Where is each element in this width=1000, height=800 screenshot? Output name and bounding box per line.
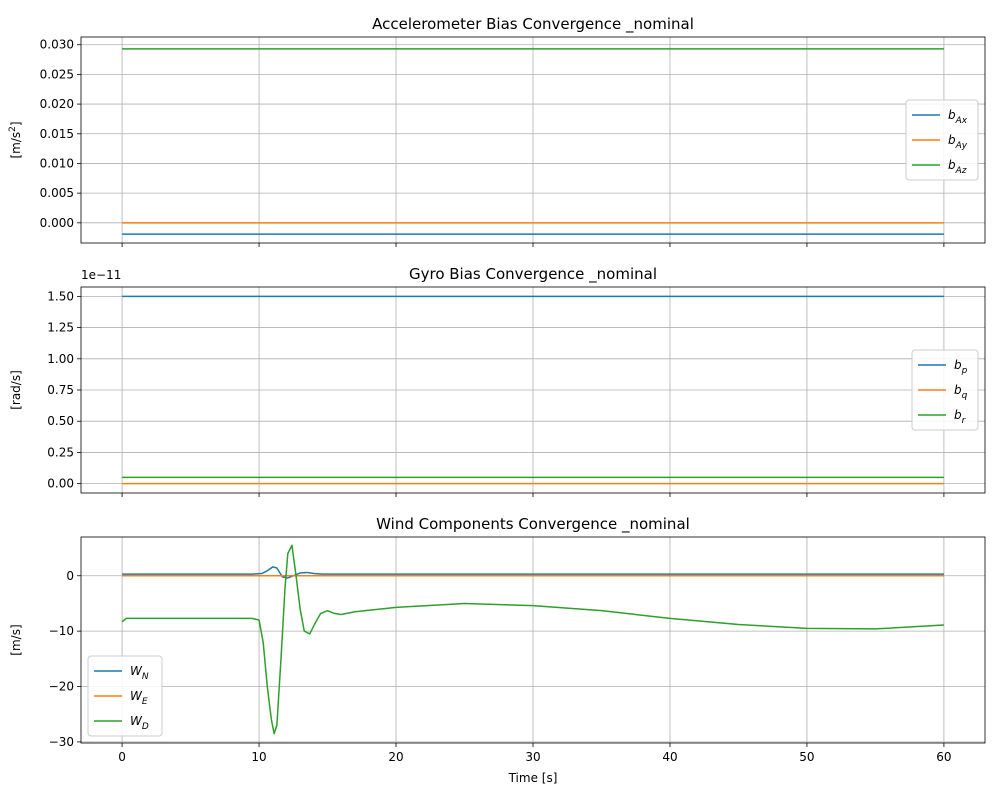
y-tick-label: 0.25 — [47, 445, 74, 459]
y-tick-label: 1.25 — [47, 321, 74, 335]
y-tick-label: 0.020 — [40, 97, 74, 111]
legend-label: WD — [130, 714, 149, 732]
legend-label: bq — [954, 383, 968, 401]
legend-frame — [905, 99, 979, 181]
y-tick-label: 0.000 — [40, 216, 74, 230]
y-tick-label: 0.005 — [40, 186, 74, 200]
y-tick-label: 0.00 — [47, 477, 74, 491]
y-tick-label: 0.50 — [47, 414, 74, 428]
x-tick-label: 40 — [662, 750, 677, 764]
legend-label: br — [954, 408, 967, 426]
y-tick-label: 0.75 — [47, 383, 74, 397]
series-line-w-n — [122, 566, 944, 579]
y-tick-label: 1.00 — [47, 352, 74, 366]
legend-label: bp — [954, 358, 968, 376]
y-tick-label: −20 — [49, 680, 74, 694]
x-axis-label: Time [s] — [508, 771, 558, 785]
x-tick-label: 10 — [251, 750, 266, 764]
legend-label: bAy — [948, 133, 968, 151]
y-offset-text: 1e−11 — [81, 268, 121, 282]
x-tick-label: 30 — [525, 750, 540, 764]
y-axis-label: [rad/s] — [9, 370, 23, 410]
y-tick-label: 0.030 — [40, 38, 74, 52]
legend-frame — [87, 655, 163, 737]
subplot-title: Gyro Bias Convergence _nominal — [409, 265, 657, 284]
subplot-title: Wind Components Convergence _nominal — [376, 515, 690, 534]
legend-label: bAx — [948, 108, 968, 126]
subplot-1: 0.000 0.005 0.010 0.015 0.020 0.025 0.030 Accel… — [8, 15, 986, 247]
y-tick-label: 0.010 — [40, 156, 74, 170]
legend: WN WE WD — [87, 655, 163, 737]
subplot-title: Accelerometer Bias Convergence _nominal — [372, 15, 694, 34]
legend: bAx bAy bAz — [905, 99, 979, 181]
legend: bp bq br — [911, 349, 979, 431]
y-axis-label: [m/s2] — [8, 121, 23, 158]
y-tick-label: −10 — [49, 624, 74, 638]
x-tick-label: 60 — [936, 750, 951, 764]
x-tick-label: 0 — [118, 750, 126, 764]
legend-label: bAz — [948, 158, 967, 176]
y-tick-label: −30 — [49, 735, 74, 749]
subplot-3: 0 10 20 30 40 50 60 −30 −20 −10 0 Wind Components C… — [9, 515, 986, 785]
legend-label: WN — [130, 664, 149, 682]
x-tick-label: 50 — [799, 750, 814, 764]
y-tick-label: 0.025 — [40, 67, 74, 81]
y-axis-label: [m/s] — [9, 624, 23, 655]
y-tick-label: 1.50 — [47, 289, 74, 303]
y-tick-label: 0 — [66, 569, 74, 583]
series-line-w-d — [121, 544, 944, 735]
y-tick-label: 0.015 — [40, 127, 74, 141]
legend-label: WE — [130, 689, 148, 707]
subplot-2: 0.00 0.25 0.50 0.75 1.00 1.25 1.50 Gyro Bias Co… — [9, 265, 986, 497]
x-tick-label: 20 — [388, 750, 403, 764]
